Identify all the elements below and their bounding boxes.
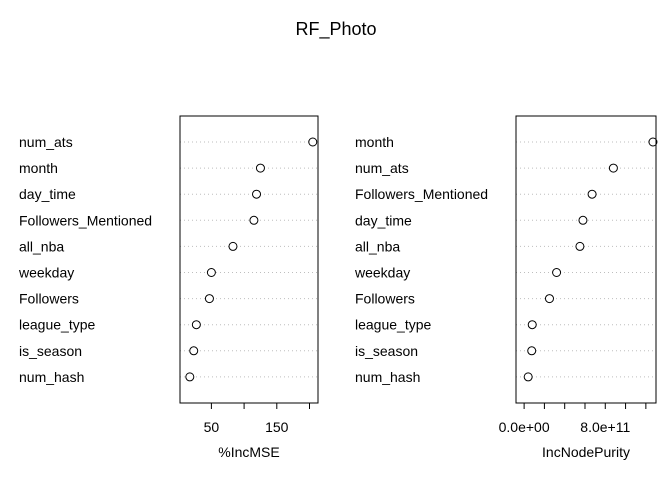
category-label: month bbox=[19, 160, 58, 176]
x-tick-label: 0.0e+00 bbox=[499, 419, 550, 435]
category-label: day_time bbox=[19, 186, 76, 202]
data-point bbox=[608, 163, 618, 173]
data-point bbox=[206, 268, 216, 277]
data-point bbox=[527, 346, 537, 356]
data-point bbox=[648, 137, 658, 147]
data-point bbox=[587, 189, 597, 199]
x-tick-label: 8.0e+11 bbox=[580, 419, 630, 435]
data-point bbox=[204, 294, 214, 304]
x-tick-label: 50 bbox=[204, 419, 220, 435]
x-axis-label: %IncMSE bbox=[218, 444, 279, 460]
data-point bbox=[255, 163, 265, 173]
category-label: league_type bbox=[355, 317, 432, 333]
data-point bbox=[228, 241, 238, 251]
data-point bbox=[191, 320, 201, 330]
data-point bbox=[575, 241, 585, 251]
data-point bbox=[544, 294, 554, 304]
category-label: is_season bbox=[19, 343, 82, 359]
data-point bbox=[252, 189, 262, 199]
category-label: is_season bbox=[355, 343, 418, 359]
panel-incnodepurity: month num_ats Followers_Mentioned day_timea… bbox=[354, 115, 658, 460]
category-label: Followers_Mentioned bbox=[355, 186, 488, 202]
data-point bbox=[308, 137, 318, 147]
category-label: num_ats bbox=[19, 134, 73, 150]
category-label: Followers_Mentioned bbox=[19, 212, 152, 228]
category-label: num_ats bbox=[355, 160, 409, 176]
category-label: league_type bbox=[19, 317, 96, 333]
category-label: num_hash bbox=[19, 369, 84, 385]
category-label: weekday bbox=[18, 265, 74, 281]
x-tick-label: 150 bbox=[265, 419, 289, 435]
x-axis-label: IncNodePurity bbox=[542, 444, 630, 460]
data-point bbox=[527, 320, 537, 330]
plot-frame bbox=[515, 115, 657, 404]
category-label: all_nba bbox=[19, 238, 64, 254]
category-label: num_hash bbox=[355, 369, 420, 385]
data-point bbox=[185, 372, 195, 382]
data-point bbox=[552, 268, 562, 277]
category-label: weekday bbox=[354, 265, 410, 281]
data-point bbox=[249, 215, 259, 225]
category-label: Followers bbox=[19, 291, 79, 307]
data-point bbox=[189, 346, 199, 356]
data-point bbox=[523, 372, 533, 382]
data-point bbox=[578, 215, 588, 225]
category-label: day_time bbox=[355, 212, 412, 228]
category-label: Followers bbox=[355, 291, 415, 307]
category-label: month bbox=[355, 134, 394, 150]
plot-frame bbox=[179, 115, 319, 404]
figure-title: RF_Photo bbox=[295, 19, 376, 40]
category-label: all_nba bbox=[355, 238, 400, 254]
